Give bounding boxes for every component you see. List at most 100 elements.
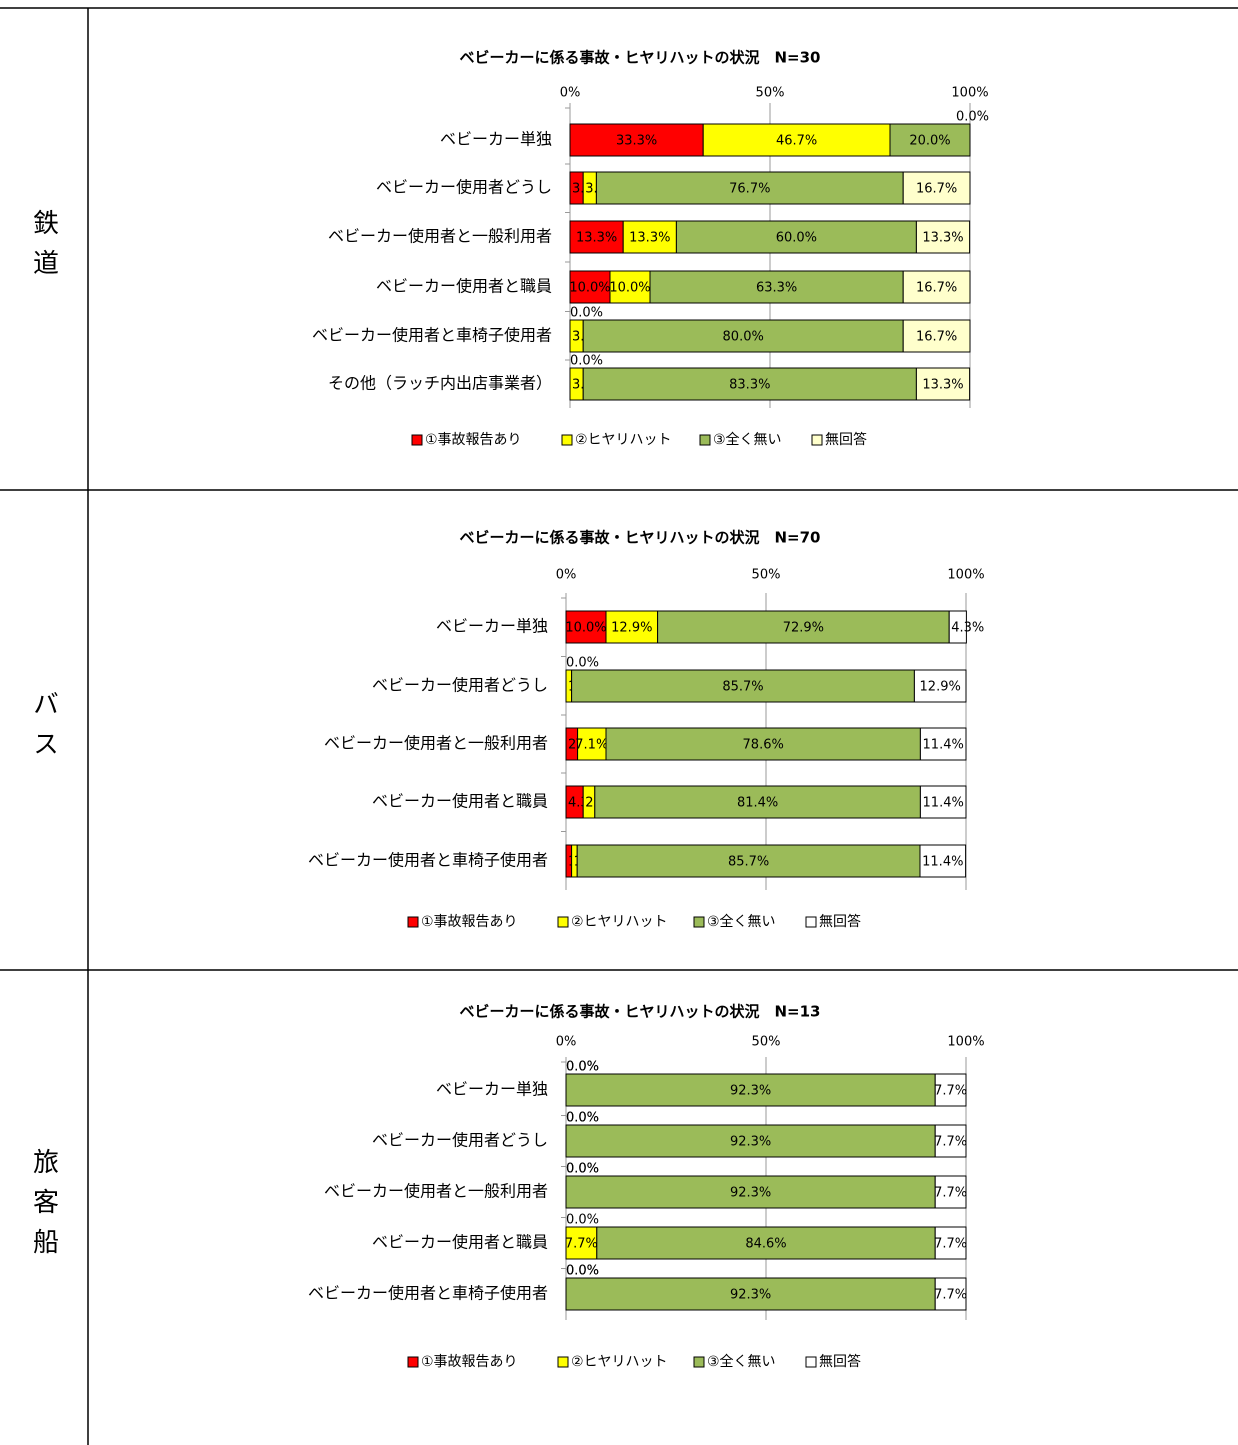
data-label: 72.9% [783,621,824,636]
legend-label: ②ヒヤリハット [571,914,668,930]
legend-swatch [407,916,419,928]
data-label: 10.0% [609,281,650,296]
data-label: 46.7% [776,134,817,149]
bar-segment [565,1124,936,1158]
legend-swatch [805,916,817,928]
x-tick-label: 50% [756,86,785,101]
category-label: ベビーカー単独 [436,1080,548,1099]
data-label: 7.7% [934,1135,967,1150]
legend-swatch [693,916,705,928]
x-tick-label: 0% [556,568,577,583]
bar-segment [565,1226,598,1260]
data-label: 12.9% [611,621,652,636]
data-label: 0.0% [956,110,989,125]
data-label: 7.7% [934,1288,967,1303]
legend-swatch [693,1356,705,1368]
bar-segment [571,669,915,703]
bar-segment [582,367,917,401]
data-label: 81.4% [737,796,778,811]
data-label: 80.0% [723,330,764,345]
bar-segment [934,1124,967,1158]
data-label: 85.7% [722,680,763,695]
data-label: 10.0% [569,281,610,296]
bar-segment [902,270,971,304]
data-label: 0.0% [566,1111,599,1126]
bar-segment [934,1226,967,1260]
data-label: 92.3% [730,1135,771,1150]
data-label: 92.3% [730,1084,771,1099]
category-label: ベビーカー使用者と車椅子使用者 [312,326,552,345]
legend-label: ②ヒヤリハット [575,432,672,448]
data-label: 0.0% [566,1213,599,1228]
data-label: 20.0% [909,134,950,149]
data-label: 0.0% [566,1060,599,1075]
data-label: 13.3% [629,231,670,246]
category-label: その他（ラッチ内出店事業者） [328,374,552,393]
category-label: ベビーカー使用者と一般利用者 [324,734,548,753]
bar-segment [934,1277,967,1311]
category-label: ベビーカー使用者どうし [372,1131,548,1150]
data-label: 84.6% [745,1237,786,1252]
chart-title: ベビーカーに係る事故・ヒヤリハットの状況 N=30 [460,49,821,67]
bar-segment [622,220,677,254]
data-label: 0.0% [566,1162,599,1177]
data-label: 16.7% [916,182,957,197]
bar-segment [902,319,971,353]
x-tick-label: 100% [947,568,984,583]
legend-label: ③全く無い [707,1353,776,1370]
data-label: 60.0% [776,231,817,246]
legend-label: ①事故報告あり [421,914,518,930]
bar-segment [902,171,971,205]
bar-segment [577,727,607,761]
data-label: 7.1% [575,738,608,753]
table-lines [0,7,1238,1445]
x-tick-label: 100% [951,86,988,101]
bar-segment [919,785,967,819]
data-label: 13.3% [576,231,617,246]
bar-segment [582,319,904,353]
bar-segment [569,123,704,157]
data-label: 0.0% [566,656,599,671]
bar-segment [675,220,917,254]
category-label: ベビーカー使用者どうし [372,676,548,695]
category-label: ベビーカー単独 [436,617,548,636]
bar-segment [565,1277,936,1311]
data-label: 0.0% [570,354,603,369]
data-label: 0.0% [566,1264,599,1279]
data-label: 92.3% [730,1186,771,1201]
bar-segment [605,610,659,644]
legend-swatch [557,916,569,928]
data-label: 12.9% [920,680,961,695]
legend-label: ③全く無い [713,431,782,448]
bar-segment [569,220,624,254]
legend-label: 無回答 [819,913,861,930]
data-label: 7.7% [934,1186,967,1201]
bar-segment [915,220,971,254]
data-label: 4.3% [951,621,984,636]
bar-segment [657,610,950,644]
category-label: ベビーカー使用者と車椅子使用者 [308,1284,548,1303]
bar-segment [889,123,971,157]
bar-segment [569,270,611,304]
bar-segment [565,1175,936,1209]
category-label: ベビーカー使用者と車椅子使用者 [308,851,548,870]
bar-segment [596,1226,936,1260]
legend-swatch [557,1356,569,1368]
data-label: 16.7% [916,281,957,296]
bar-segment [934,1175,967,1209]
bar-segment [915,367,971,401]
bar-segment [934,1073,967,1107]
legend-swatch [811,434,823,446]
data-label: 85.7% [728,855,769,870]
row-label: バス [28,690,59,770]
data-label: 7.7% [934,1084,967,1099]
legend-swatch [699,434,711,446]
chart-title: ベビーカーに係る事故・ヒヤリハットの状況 N=13 [460,1003,821,1021]
legend-swatch [561,434,573,446]
legend-swatch [805,1356,817,1368]
data-label: 10.0% [565,621,606,636]
bar-segment [565,610,607,644]
legend-label: ①事故報告あり [421,1354,518,1370]
data-label: 83.3% [729,378,770,393]
